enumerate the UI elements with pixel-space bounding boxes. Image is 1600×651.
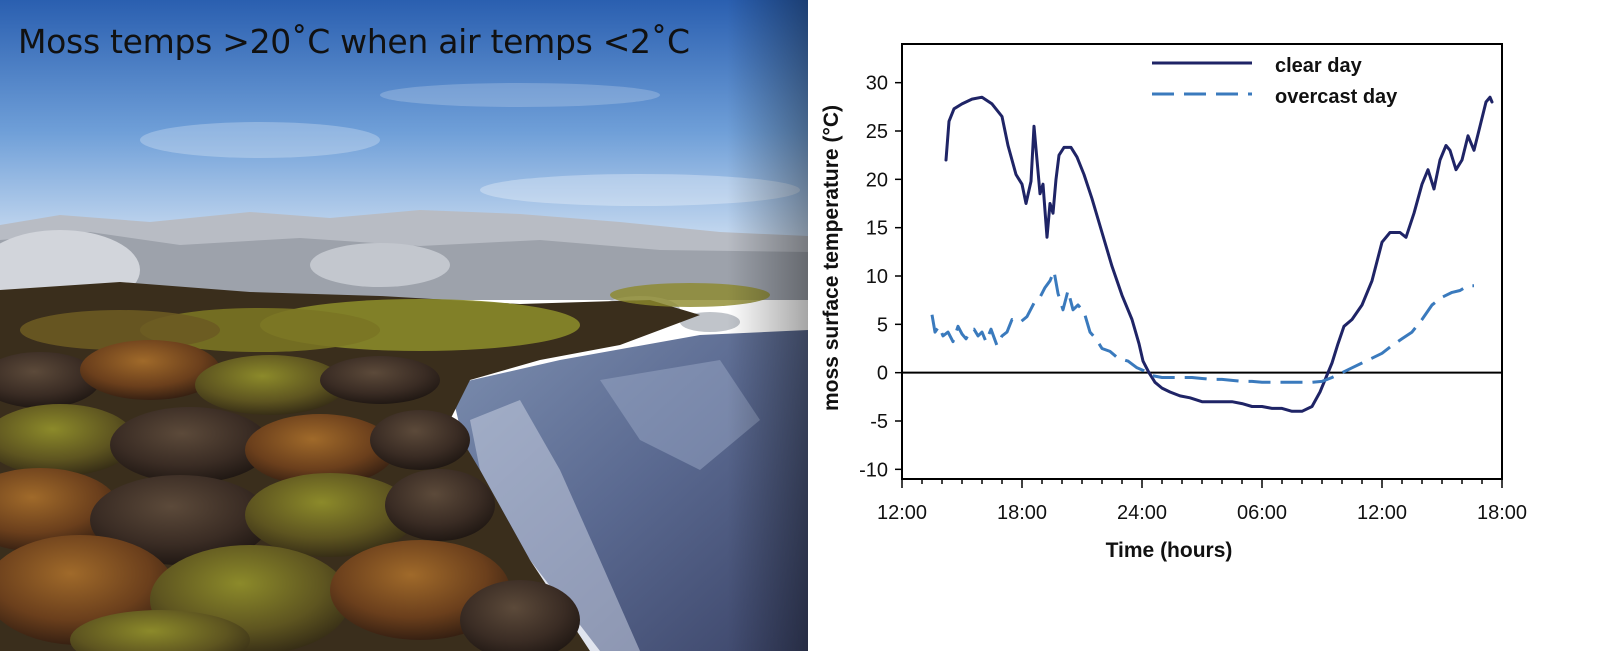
chart-svg: 12:00 18:00 24:00 06:00 12:00 18:00 -10 -5 0 5 10… <box>820 43 1527 562</box>
y-axis-title: moss surface temperature (°C) <box>820 105 843 411</box>
y-tick-label: 20 <box>866 169 888 191</box>
series-line-overcast-day <box>930 269 1474 384</box>
y-axis-ticks: -10 -5 0 5 10 15 20 25 30 <box>859 73 902 481</box>
y-tick-label: 15 <box>866 218 888 240</box>
x-axis-title: Time (hours) <box>1106 539 1233 562</box>
plot-area-frame <box>901 43 1503 480</box>
series-line-clear-day <box>944 95 1494 413</box>
y-tick-label: 10 <box>866 266 888 288</box>
y-tick-label: 25 <box>866 121 888 143</box>
y-tick-label: -10 <box>859 459 888 481</box>
x-tick-label: 18:00 <box>1477 502 1527 524</box>
x-tick-label: 24:00 <box>1117 502 1167 524</box>
moss-landscape-photo: Moss temps >20˚C when air temps <2˚C <box>0 0 808 651</box>
x-tick-label: 12:00 <box>1357 502 1407 524</box>
x-tick-label: 18:00 <box>997 502 1047 524</box>
landscape-image <box>0 0 808 651</box>
y-tick-label: 5 <box>877 314 888 336</box>
legend-label-clear-day: clear day <box>1275 55 1363 77</box>
y-tick-label: -5 <box>870 411 888 433</box>
photo-caption: Moss temps >20˚C when air temps <2˚C <box>18 22 690 61</box>
x-tick-label: 12:00 <box>877 502 927 524</box>
y-tick-label: 30 <box>866 73 888 95</box>
y-tick-label: 0 <box>877 363 888 385</box>
x-axis-ticks: 12:00 18:00 24:00 06:00 12:00 18:00 <box>877 479 1527 524</box>
x-tick-label: 06:00 <box>1237 502 1287 524</box>
series-group <box>930 95 1494 413</box>
legend-label-overcast-day: overcast day <box>1275 86 1398 108</box>
moss-temperature-chart: 12:00 18:00 24:00 06:00 12:00 18:00 -10 -5 0 5 10… <box>808 0 1600 651</box>
legend: clear day overcast day <box>1152 55 1398 108</box>
